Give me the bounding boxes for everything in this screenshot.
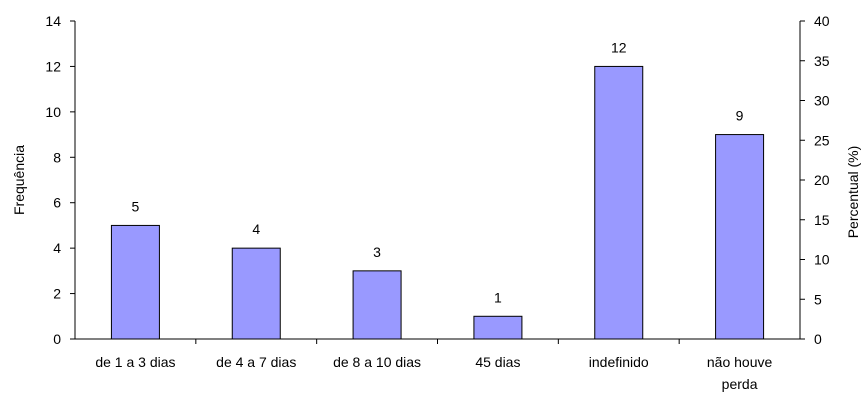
y2-tick-label: 10 <box>814 252 830 268</box>
data-label: 4 <box>252 221 260 237</box>
bar <box>110 224 160 340</box>
y-tick-label: 6 <box>53 195 61 211</box>
data-label: 3 <box>373 244 381 260</box>
x-tick-label: 45 dias <box>475 354 520 370</box>
x-tick-label: de 4 a 7 dias <box>216 354 296 370</box>
data-label: 5 <box>132 198 140 214</box>
x-tick-label: indefinido <box>589 354 649 370</box>
x-tick-label: de 8 a 10 dias <box>333 354 421 370</box>
bar <box>352 270 402 340</box>
y2-tick-label: 25 <box>814 132 830 148</box>
y2-tick-label: 5 <box>814 291 822 307</box>
y2-tick-label: 15 <box>814 212 830 228</box>
y2-tick-label: 40 <box>814 13 830 29</box>
y-tick-label: 2 <box>53 286 61 302</box>
y2-tick-label: 35 <box>814 53 830 69</box>
bar <box>594 65 644 340</box>
y-tick-label: 0 <box>53 331 61 347</box>
y2-tick-label: 30 <box>814 93 830 109</box>
bar <box>473 315 523 340</box>
y-tick-label: 12 <box>45 58 61 74</box>
data-label: 9 <box>736 108 744 124</box>
y-tick-label: 4 <box>53 240 61 256</box>
y-tick-label: 14 <box>45 13 61 29</box>
x-tick-label: perda <box>722 376 758 392</box>
y2-tick-label: 0 <box>814 331 822 347</box>
y-tick-label: 8 <box>53 149 61 165</box>
x-tick-label: de 1 a 3 dias <box>95 354 175 370</box>
y-axis-title: Frequência <box>11 145 27 215</box>
bar <box>715 134 765 340</box>
y-tick-label: 10 <box>45 104 61 120</box>
bar <box>231 247 281 340</box>
y2-axis-title: Percentual (%) <box>845 146 861 239</box>
y2-tick-label: 20 <box>814 172 830 188</box>
data-label: 12 <box>611 39 627 55</box>
data-label: 1 <box>494 289 502 305</box>
x-tick-label: não houve <box>707 354 773 370</box>
